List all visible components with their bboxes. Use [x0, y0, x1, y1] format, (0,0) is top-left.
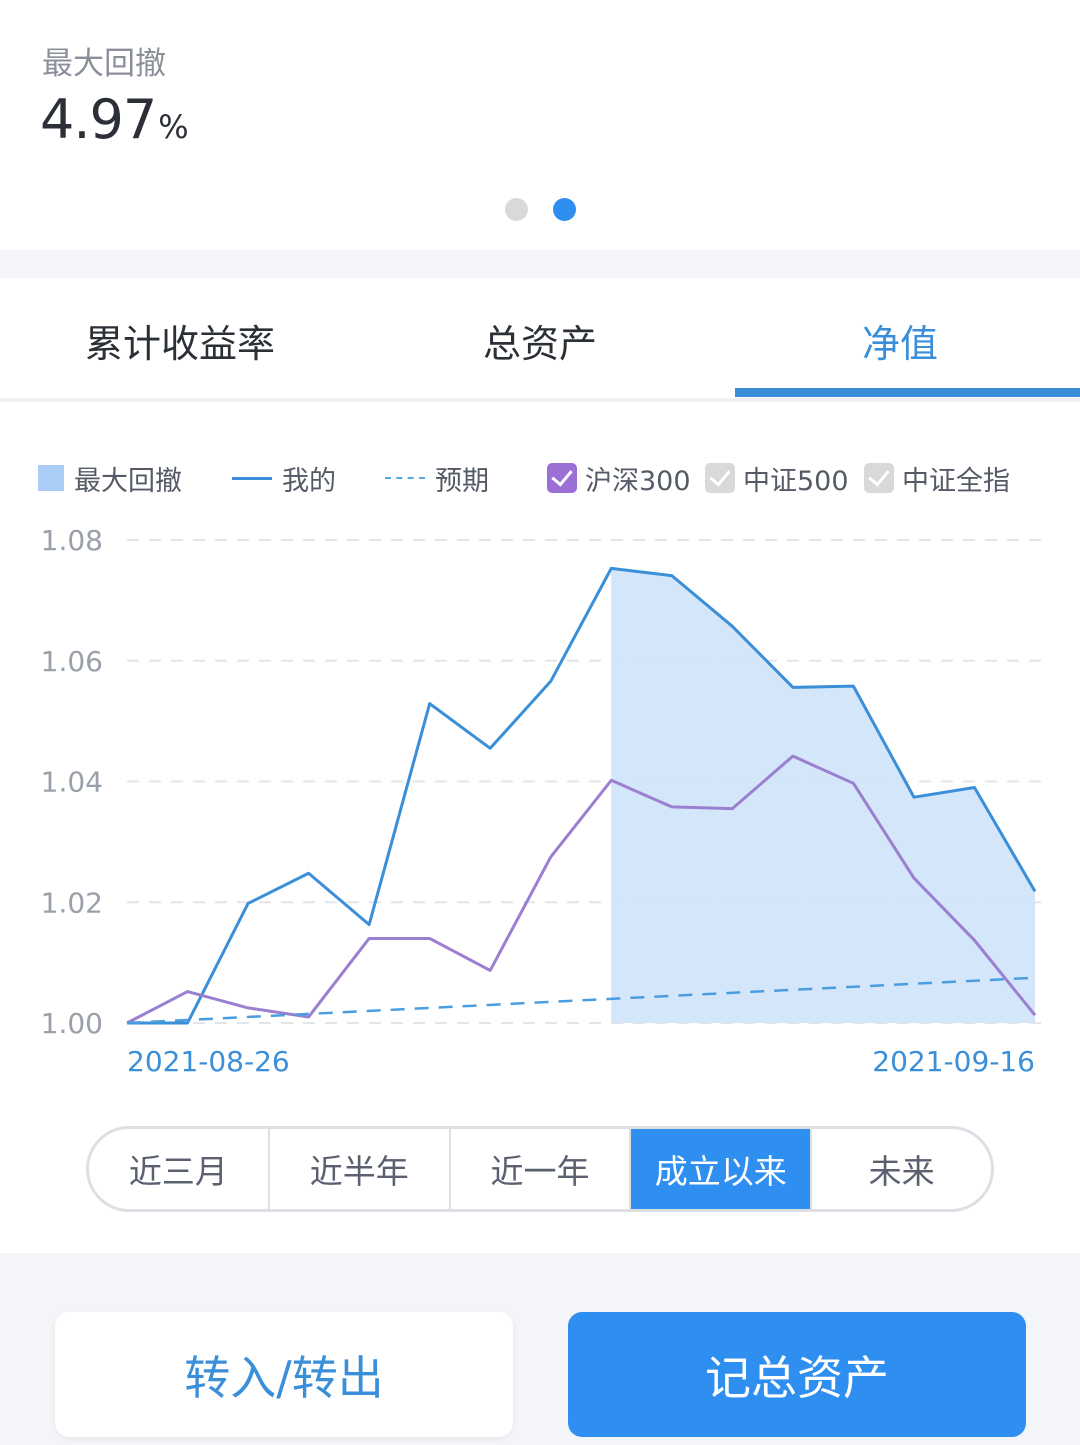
metric-unit: %	[158, 108, 189, 146]
series-line	[127, 566, 1037, 1025]
metric-value: 4.97%	[40, 88, 189, 151]
max-drawdown-area	[611, 568, 1035, 1023]
metric-label: 最大回撤	[42, 46, 166, 82]
pager-dots	[505, 198, 576, 221]
pager-dot-1[interactable]	[505, 198, 528, 221]
tab-net-value[interactable]: 净值	[861, 322, 938, 366]
tab-total-assets[interactable]: 总资产	[482, 322, 597, 366]
tab-cumulative-return[interactable]: 累计收益率	[84, 322, 275, 366]
chart-legend: 最大回撤 我的 预期 沪深300 中证500 中证全指	[0, 458, 1080, 498]
period-6m[interactable]: 近半年	[270, 1129, 451, 1209]
legend-mine: 我的	[232, 458, 336, 498]
legend-expected: 预期	[385, 458, 489, 498]
x-start-label: 2021-08-26	[127, 1045, 290, 1078]
checkbox-unchecked-icon[interactable]	[705, 463, 735, 493]
y-tick-label: 1.06	[41, 645, 103, 678]
legend-zzqz-toggle[interactable]: 中证全指	[864, 458, 1010, 498]
metric-number: 4.97	[40, 88, 157, 151]
tab-bar: 累计收益率 总资产 净值	[0, 278, 1080, 402]
legend-zz500-label: 中证500	[743, 465, 849, 497]
x-end-label: 2021-09-16	[872, 1045, 1035, 1078]
period-since-inception[interactable]: 成立以来	[631, 1129, 813, 1209]
y-tick-label: 1.02	[41, 886, 103, 919]
y-tick-label: 1.04	[41, 766, 103, 799]
legend-hs300-toggle[interactable]: 沪深300	[547, 458, 691, 498]
record-assets-button[interactable]: 记总资产	[568, 1312, 1026, 1437]
solid-line-icon	[232, 476, 272, 480]
legend-max-drawdown-label: 最大回撤	[74, 465, 182, 497]
pager-dot-2[interactable]	[553, 198, 576, 221]
period-1y[interactable]: 近一年	[451, 1129, 632, 1209]
drawdown-swatch-icon	[38, 465, 64, 491]
net-value-chart: 1.08 1.06 1.04 1.02 1.00 2021-08-26 2021-09-16	[41, 524, 1045, 1078]
legend-mine-label: 我的	[282, 465, 336, 497]
checkbox-checked-icon[interactable]	[547, 463, 577, 493]
y-tick-label: 1.00	[41, 1007, 103, 1040]
series-line	[126, 976, 1036, 1025]
transfer-button[interactable]: 转入/转出	[55, 1312, 513, 1437]
y-tick-label: 1.08	[41, 524, 103, 557]
drawdown-summary-card: 最大回撤 4.97%	[0, 0, 1080, 250]
legend-zzqz-label: 中证全指	[902, 465, 1010, 497]
legend-expected-label: 预期	[435, 465, 489, 497]
legend-max-drawdown: 最大回撤	[38, 458, 182, 498]
dashed-line-icon	[385, 477, 425, 479]
series-line	[126, 754, 1037, 1025]
checkbox-unchecked-icon[interactable]	[864, 463, 894, 493]
legend-zz500-toggle[interactable]: 中证500	[705, 458, 849, 498]
active-tab-indicator	[735, 388, 1080, 397]
legend-hs300-label: 沪深300	[585, 465, 691, 497]
period-selector: 近三月 近半年 近一年 成立以来 未来	[86, 1126, 994, 1212]
chart-card: 累计收益率 总资产 净值 最大回撤 我的 预期 沪深300 中证500 中证全指	[0, 278, 1080, 1253]
period-future[interactable]: 未来	[868, 1152, 935, 1191]
period-3m[interactable]: 近三月	[89, 1129, 270, 1209]
